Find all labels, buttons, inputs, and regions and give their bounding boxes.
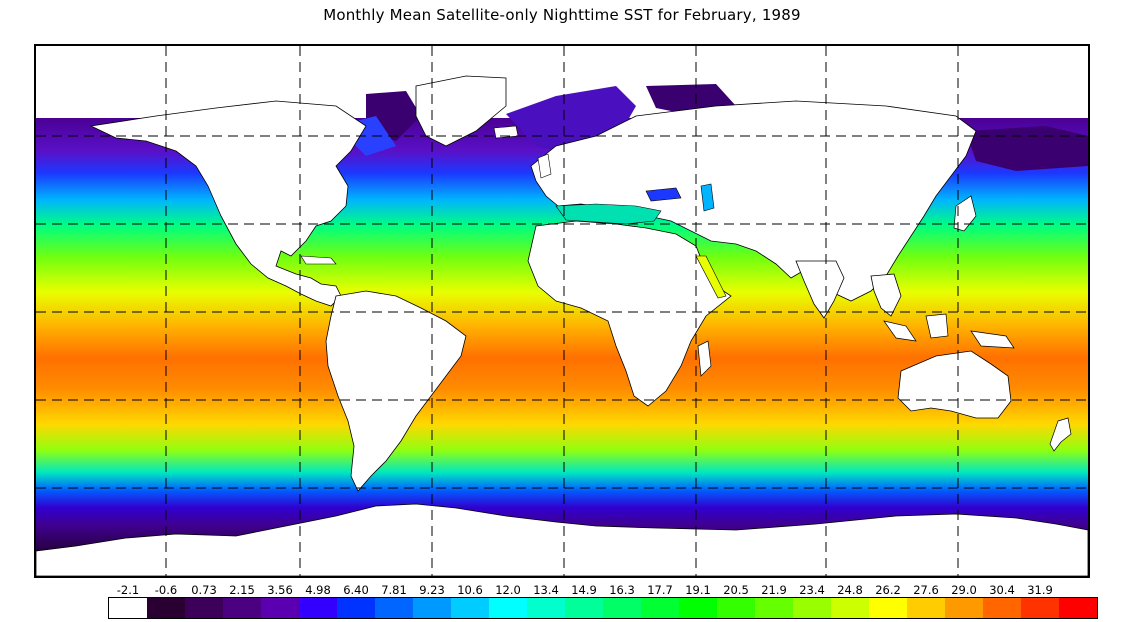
legend-swatch <box>755 598 793 618</box>
black-sea <box>645 187 682 202</box>
legend-swatch <box>299 598 337 618</box>
legend-tick-label: 29.0 <box>951 583 977 597</box>
india <box>795 260 845 319</box>
legend-tick-label: 31.9 <box>1027 583 1053 597</box>
legend-tick-label: 4.98 <box>305 583 331 597</box>
legend-tick-label: 9.23 <box>419 583 445 597</box>
legend-swatch <box>907 598 945 618</box>
legend-swatch <box>489 598 527 618</box>
legend-swatch <box>641 598 679 618</box>
legend-tick-label: 17.7 <box>647 583 673 597</box>
color-scale-bar <box>108 597 1098 619</box>
cuba <box>300 255 337 265</box>
sst-map <box>34 44 1090 578</box>
legend-tick-label: 24.8 <box>837 583 863 597</box>
legend-tick-label: 0.73 <box>191 583 217 597</box>
legend-swatch <box>223 598 261 618</box>
legend-swatch <box>945 598 983 618</box>
legend-tick-label: 20.5 <box>723 583 749 597</box>
legend-tick-label: 6.40 <box>343 583 369 597</box>
legend-swatch <box>869 598 907 618</box>
red-sea <box>695 255 727 299</box>
legend-tick-label: 2.15 <box>229 583 255 597</box>
legend-swatch <box>527 598 565 618</box>
antarctica <box>36 503 1088 576</box>
okhotsk <box>966 126 1088 171</box>
greenland <box>415 75 507 147</box>
legend-swatch <box>983 598 1021 618</box>
new-zealand <box>1049 417 1072 452</box>
legend-tick-label: 19.1 <box>685 583 711 597</box>
legend-swatch <box>1059 598 1097 618</box>
legend-swatch <box>451 598 489 618</box>
legend-swatch <box>831 598 869 618</box>
legend-tick-label: 14.9 <box>571 583 597 597</box>
graticule <box>36 46 1088 576</box>
legend-swatch <box>565 598 603 618</box>
legend-tick-labels: -2.1 -0.6 0.73 2.15 3.56 4.98 6.40 7.81 9.23 10.6… <box>0 583 1124 597</box>
africa <box>527 220 732 407</box>
legend-swatch <box>337 598 375 618</box>
legend-tick-label: 12.0 <box>495 583 521 597</box>
caspian-sea <box>700 183 715 212</box>
legend-swatch <box>109 598 147 618</box>
legend-tick-label: 21.9 <box>761 583 787 597</box>
madagascar <box>697 340 712 377</box>
legend-tick-label: 27.6 <box>913 583 939 597</box>
legend-swatch <box>261 598 299 618</box>
legend-swatch <box>185 598 223 618</box>
legend-tick-label: -2.1 <box>116 583 140 597</box>
new-guinea <box>970 330 1015 349</box>
legend-tick-label: -0.6 <box>154 583 178 597</box>
legend-tick-label: 23.4 <box>799 583 825 597</box>
legend-swatch <box>603 598 641 618</box>
legend-swatch <box>1021 598 1059 618</box>
map-title: Monthly Mean Satellite-only Nighttime SS… <box>323 6 801 24</box>
great-britain <box>537 153 552 179</box>
legend-tick-label: 10.6 <box>457 583 483 597</box>
legend-tick-label: 3.56 <box>267 583 293 597</box>
legend-swatch <box>147 598 185 618</box>
legend-swatch <box>413 598 451 618</box>
legend-tick-label: 30.4 <box>989 583 1015 597</box>
legend-swatch <box>375 598 413 618</box>
borneo <box>925 313 949 339</box>
north-america <box>89 100 367 307</box>
legend-tick-label: 13.4 <box>533 583 559 597</box>
australia <box>897 350 1012 419</box>
world-map-svg <box>36 46 1088 576</box>
legend-swatch <box>679 598 717 618</box>
legend-swatch <box>793 598 831 618</box>
legend-tick-label: 7.81 <box>381 583 407 597</box>
legend-tick-label: 26.2 <box>875 583 901 597</box>
indochina <box>870 273 902 317</box>
legend-tick-label: 16.3 <box>609 583 635 597</box>
legend-swatch <box>717 598 755 618</box>
sumatra <box>883 320 917 342</box>
south-america <box>325 290 467 492</box>
